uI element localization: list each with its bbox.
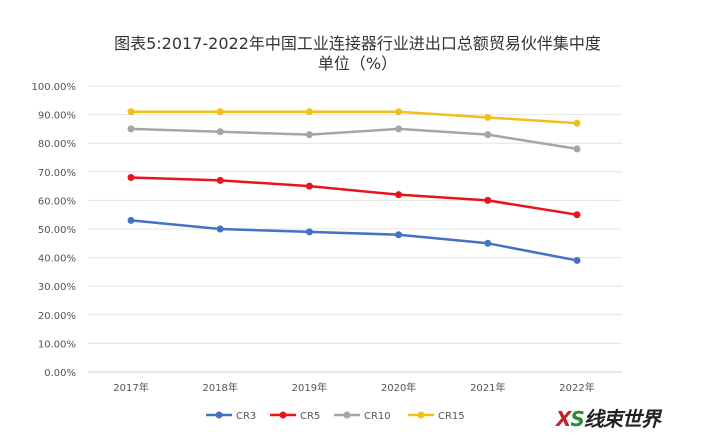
legend-label: CR15 [438, 411, 465, 422]
y-tick-label: 90.00% [38, 111, 76, 122]
x-tick-label: 2019年 [292, 381, 327, 394]
series-line-cr3 [130, 219, 578, 262]
legend-marker-cr5 [279, 411, 287, 419]
data-point-cr10 [127, 125, 135, 133]
legend-label: CR3 [236, 411, 256, 422]
data-point-cr10 [216, 128, 224, 136]
chart-title: 图表5:2017-2022年中国工业连接器行业进出口总额贸易伙伴集中度 [114, 34, 601, 53]
legend-marker-cr10 [343, 411, 351, 419]
data-point-cr5 [484, 196, 492, 204]
x-tick-label: 2018年 [202, 381, 237, 394]
data-point-cr5 [127, 174, 135, 182]
data-point-cr10 [305, 131, 313, 139]
series-line-cr5 [130, 176, 578, 216]
data-point-cr3 [305, 228, 313, 236]
x-tick-label: 2017年 [113, 381, 148, 394]
y-tick-label: 30.00% [38, 282, 76, 293]
data-point-cr3 [484, 239, 492, 247]
data-point-cr15 [127, 108, 135, 116]
data-point-cr3 [573, 256, 581, 264]
data-point-cr15 [484, 113, 492, 121]
y-tick-label: 60.00% [38, 196, 76, 207]
data-point-cr3 [216, 225, 224, 233]
y-tick-label: 0.00% [44, 368, 76, 379]
series-line-cr10 [130, 127, 578, 151]
data-point-cr10 [484, 131, 492, 139]
data-point-cr15 [395, 108, 403, 116]
legend-marker-cr15 [417, 411, 425, 419]
data-point-cr10 [573, 145, 581, 153]
data-point-cr10 [395, 125, 403, 133]
data-point-cr5 [573, 211, 581, 219]
y-tick-label: 70.00% [38, 168, 76, 179]
chart-subtitle: 单位（%） [317, 54, 398, 73]
watermark-logo: XS线束世界 [556, 407, 661, 431]
data-point-cr15 [305, 108, 313, 116]
legend-label: CR10 [364, 411, 391, 422]
x-tick-label: 2022年 [559, 381, 594, 394]
legend-marker-cr3 [215, 411, 223, 419]
data-point-cr3 [395, 231, 403, 239]
data-point-cr3 [127, 216, 135, 224]
y-tick-label: 50.00% [38, 225, 76, 236]
y-tick-label: 40.00% [38, 254, 76, 265]
x-tick-label: 2021年 [470, 381, 505, 394]
y-tick-label: 80.00% [38, 139, 76, 150]
data-point-cr5 [305, 182, 313, 190]
data-point-cr5 [395, 191, 403, 199]
legend-label: CR5 [300, 411, 320, 422]
data-point-cr15 [216, 108, 224, 116]
y-tick-label: 20.00% [38, 311, 76, 322]
data-point-cr15 [573, 119, 581, 127]
y-tick-label: 100.00% [32, 82, 77, 93]
y-tick-label: 10.00% [38, 339, 76, 350]
x-tick-label: 2020年 [381, 381, 416, 394]
data-point-cr5 [216, 176, 224, 184]
series-line-cr15 [131, 110, 578, 125]
